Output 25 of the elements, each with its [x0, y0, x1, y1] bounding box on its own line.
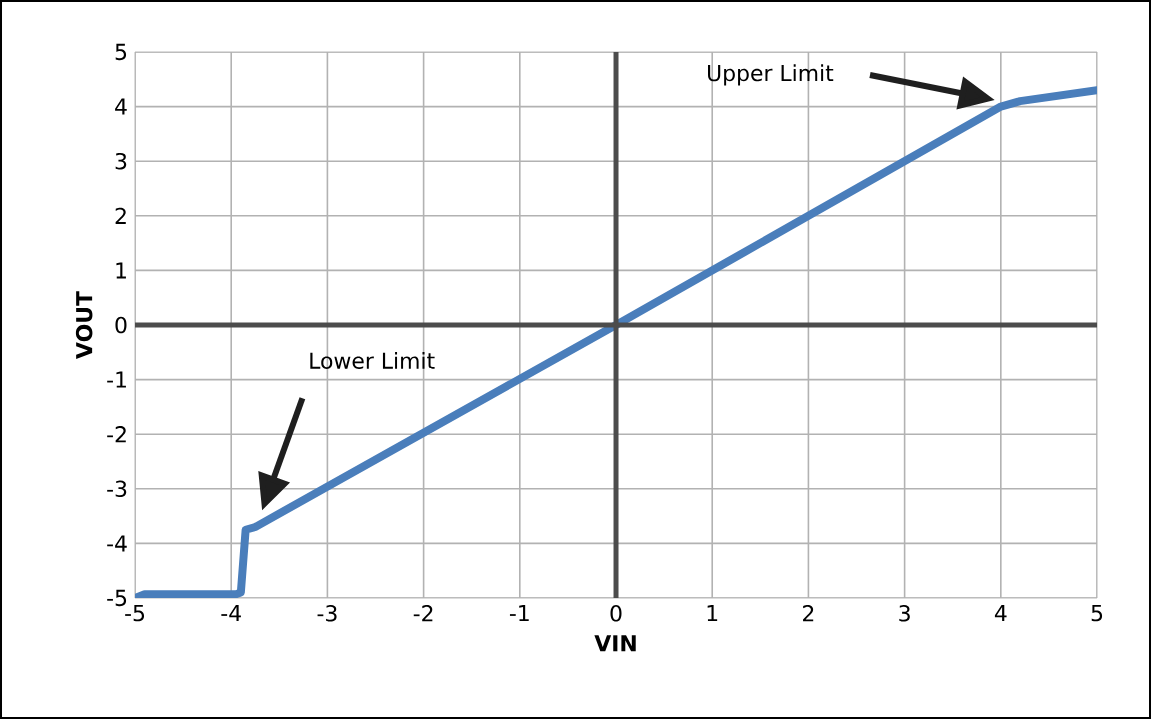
y-tick-label: 0	[115, 316, 127, 334]
y-tick-label: -4	[107, 535, 127, 552]
x-tick-label: 4	[994, 605, 1007, 622]
x-tick-label: -2	[413, 605, 433, 622]
x-axis-title: VIN	[594, 635, 636, 652]
y-tick-label: 5	[115, 43, 127, 61]
y-tick-label: 2	[115, 207, 126, 224]
y-tick-label: -1	[107, 371, 126, 388]
y-tick-label: -2	[107, 426, 126, 443]
y-axis-title: VOUT	[75, 291, 93, 359]
x-tick-label: -3	[317, 605, 337, 622]
x-tick-label: -4	[221, 605, 241, 622]
y-tick-label: 3	[115, 152, 127, 170]
y-tick-label: 1	[116, 262, 126, 279]
x-tick-label: 0	[610, 605, 622, 622]
y-tick-label: -5	[107, 589, 127, 607]
x-tick-label: 5	[1091, 605, 1103, 622]
x-tick-label: 1	[707, 605, 718, 622]
x-tick-label: 3	[899, 605, 910, 622]
y-tick-label: 4	[115, 98, 127, 115]
annotation: Upper Limit	[708, 64, 834, 86]
x-tick-label: 2	[803, 605, 814, 622]
y-tick-label: -3	[107, 480, 127, 498]
x-tick-label: -1	[509, 605, 529, 622]
annotation: Lower Limit	[310, 352, 435, 369]
